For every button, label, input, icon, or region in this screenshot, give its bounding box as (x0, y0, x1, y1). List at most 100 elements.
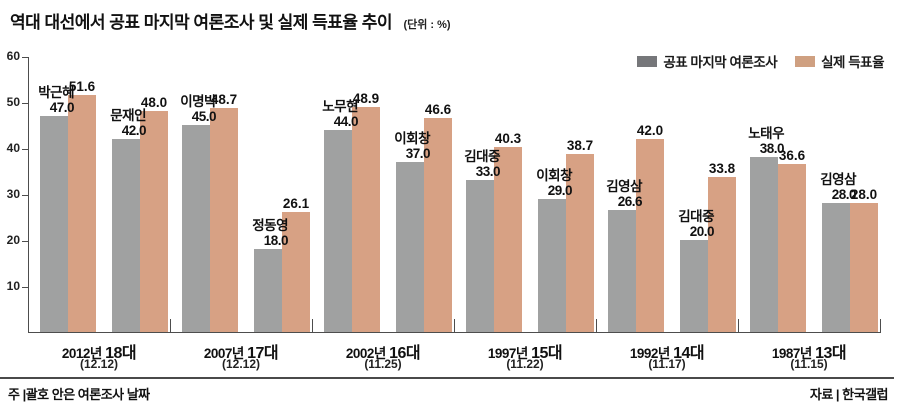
actual-value-label: 48.7 (210, 91, 238, 107)
bar-actual (494, 146, 522, 332)
legend-item-actual: 실제 득표율 (795, 51, 884, 71)
bar-poll (608, 209, 636, 332)
group-date-label: (11.17) (648, 357, 686, 371)
candidate-label-block: 노태우 38.0 (748, 126, 784, 156)
candidate-group: 문재인 42.0 48.0 (110, 57, 168, 333)
actual-value-label: 42.0 (636, 122, 664, 138)
candidate-group: 이회창 37.0 46.6 (394, 57, 452, 333)
actual-value-label: 26.1 (282, 195, 310, 211)
candidate-label-block: 김대중 20.0 (678, 209, 714, 239)
group-boundary-tick (453, 319, 455, 333)
group-boundary-tick (311, 319, 313, 333)
bar-actual (778, 163, 806, 332)
group-term-label: 14대 (673, 345, 705, 362)
x-axis-baseline (28, 332, 881, 333)
y-tick-label: 60 (6, 49, 20, 63)
footer-source: 자료 | 한국갤럽 (809, 387, 889, 402)
y-axis-tick (22, 56, 28, 58)
page-title: 역대 대선에서 공표 마지막 여론조사 및 실제 득표율 추이 (10, 13, 393, 32)
candidate-name: 김영삼 (606, 178, 642, 194)
candidate-label-block: 정동영 18.0 (252, 218, 288, 248)
bar-poll (396, 161, 424, 332)
actual-value-label: 38.7 (566, 137, 594, 153)
bar-poll (112, 138, 140, 332)
bar-actual (68, 94, 96, 332)
candidate-group: 김대중 20.0 33.8 (678, 57, 736, 333)
poll-value-label: 18.0 (263, 233, 289, 249)
y-axis-tick (22, 148, 28, 150)
group-boundary-tick (169, 319, 171, 333)
y-tick-label: 30 (6, 187, 20, 201)
actual-value-label: 28.0 (850, 187, 878, 203)
candidate-label-block: 김영삼 26.6 (606, 179, 642, 209)
candidate-name: 김영삼 (820, 172, 856, 188)
legend-poll-swatch-icon (637, 55, 658, 67)
poll-value-label: 47.0 (49, 99, 75, 115)
group-year-label: 2007년 (203, 346, 248, 361)
legend-label-poll: 공표 마지막 여론조사 (663, 55, 778, 70)
group-date-label: (11.25) (364, 357, 402, 371)
bar-poll (538, 198, 566, 332)
actual-value-label: 36.6 (778, 147, 806, 163)
candidate-name: 이회창 (536, 167, 572, 183)
group-label: 1987년 13대 (738, 339, 880, 363)
candidate-group: 노무현 44.0 48.9 (322, 57, 380, 333)
title-row: 역대 대선에서 공표 마지막 여론조사 및 실제 득표율 추이 (단위 : %) (10, 8, 451, 33)
bar-actual (708, 176, 736, 332)
bar-poll (40, 115, 68, 332)
bar-actual (636, 138, 664, 332)
group-term-label: 18대 (105, 345, 137, 362)
y-tick-label: 10 (6, 279, 20, 293)
candidate-group: 이회창 29.0 38.7 (536, 57, 594, 333)
group-term-label: 17대 (247, 345, 279, 362)
candidate-label-block: 문재인 42.0 (110, 108, 146, 138)
candidate-name: 김대중 (464, 149, 500, 165)
candidate-label-block: 노무현 44.0 (322, 99, 358, 129)
bar-actual (352, 107, 380, 332)
candidate-label-block: 김대중 33.0 (464, 149, 500, 179)
poll-value-label: 28.0 (831, 187, 857, 203)
plot-area: 10 20 30 40 50 60 박근혜 47.0 51.6 문재인 42.0 48.0 이명박 45.… (7, 49, 881, 333)
poll-value-label: 26.6 (617, 193, 643, 209)
candidate-group: 김대중 33.0 40.3 (464, 57, 522, 333)
candidate-label-block: 박근혜 47.0 (38, 85, 74, 115)
group-year-label: 1997년 (487, 346, 532, 361)
poll-value-label: 44.0 (333, 113, 359, 129)
actual-value-label: 40.3 (494, 130, 522, 146)
actual-value-label: 33.8 (708, 160, 736, 176)
y-tick-label: 40 (6, 141, 20, 155)
candidate-name: 정동영 (252, 218, 288, 234)
group-term-label: 13대 (815, 345, 847, 362)
poll-value-label: 29.0 (547, 182, 573, 198)
actual-value-label: 51.6 (68, 78, 96, 94)
footer-divider (0, 377, 894, 379)
bar-actual (282, 211, 310, 332)
candidate-group: 노태우 38.0 36.6 (748, 57, 806, 333)
group-date-label: (12.12) (221, 357, 261, 371)
legend-label-actual: 실제 득표율 (821, 55, 884, 70)
bar-poll (324, 129, 352, 332)
actual-value-label: 48.9 (352, 91, 380, 107)
bar-actual (424, 117, 452, 332)
poll-value-label: 38.0 (759, 141, 785, 157)
y-axis-tick (22, 240, 28, 242)
unit-label: (단위 : %) (403, 19, 451, 31)
poll-value-label: 37.0 (405, 145, 431, 161)
group-date-label: (12.12) (79, 357, 119, 371)
bar-actual (140, 111, 168, 332)
bar-poll (750, 157, 778, 332)
group-boundary-tick (737, 319, 739, 333)
y-axis-tick (22, 286, 28, 288)
candidate-name: 박근혜 (38, 84, 74, 100)
bar-poll (182, 125, 210, 332)
y-tick-label: 20 (6, 233, 20, 247)
y-tick-label: 50 (6, 95, 20, 109)
y-axis-tick (22, 194, 28, 196)
group-year-label: 1992년 (629, 346, 674, 361)
candidate-name: 이명박 (180, 94, 216, 109)
candidate-name: 노태우 (748, 126, 784, 142)
actual-value-label: 46.6 (424, 101, 452, 117)
poll-value-label: 45.0 (191, 109, 217, 124)
candidate-group: 김영삼 28.0 28.0 (820, 57, 878, 333)
